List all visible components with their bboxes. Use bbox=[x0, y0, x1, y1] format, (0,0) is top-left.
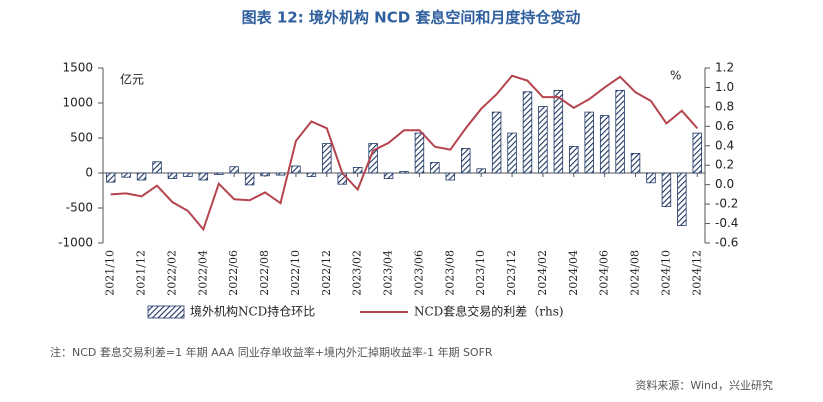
bar bbox=[214, 172, 224, 175]
legend-swatch bbox=[147, 305, 185, 319]
y2-tick-label: -0.2 bbox=[715, 197, 738, 211]
x-tick-label: 2022/10 bbox=[289, 250, 302, 296]
y-tick-label: 1500 bbox=[62, 61, 93, 75]
bar bbox=[584, 111, 594, 174]
bar bbox=[553, 90, 564, 174]
bar bbox=[430, 162, 440, 174]
bar bbox=[445, 172, 456, 181]
y2-tick-label: 0.0 bbox=[715, 177, 734, 191]
y-tick-label: -1000 bbox=[58, 236, 93, 250]
y2-axis-label: % bbox=[670, 69, 681, 83]
x-tick-label: 2024/06 bbox=[598, 250, 611, 296]
bar bbox=[646, 172, 656, 184]
y2-tick-label: 1.2 bbox=[715, 61, 734, 75]
bar bbox=[538, 106, 548, 174]
line bbox=[110, 74, 699, 232]
bar bbox=[414, 132, 425, 174]
bar bbox=[260, 172, 270, 177]
x-tick-label: 2022/08 bbox=[258, 250, 271, 296]
x-tick-label: 2021/12 bbox=[135, 250, 148, 296]
note: 注：NCD 套息交易利差=1 年期 AAA 同业存单收益率+境内外汇掉期收益率-… bbox=[50, 345, 493, 359]
y-tick-label: 1000 bbox=[62, 96, 93, 110]
bar bbox=[476, 168, 486, 174]
x-tick-label: 2022/04 bbox=[196, 250, 209, 296]
x-tick-label: 2023/08 bbox=[443, 250, 456, 296]
y2-tick-label: 0.8 bbox=[715, 99, 734, 113]
bar bbox=[677, 172, 687, 226]
y2-tick-label: 0.6 bbox=[715, 119, 734, 133]
bar bbox=[291, 165, 301, 174]
bar bbox=[507, 132, 517, 174]
x-tick-label: 2023/04 bbox=[382, 250, 395, 296]
x-tick-label: 2023/02 bbox=[351, 250, 364, 296]
x-tick-label: 2023/12 bbox=[505, 250, 518, 296]
y2-tick-label: -0.4 bbox=[715, 216, 738, 230]
x-tick-label: 2022/06 bbox=[227, 250, 240, 296]
bar bbox=[399, 171, 409, 174]
chart-title: 图表 12: 境外机构 NCD 套息空间和月度持仓变动 bbox=[242, 9, 581, 27]
legend-label: 境外机构NCD持仓环比 bbox=[190, 304, 315, 319]
bar bbox=[306, 172, 317, 177]
x-tick-label: 2024/04 bbox=[567, 250, 580, 296]
bar bbox=[136, 172, 147, 181]
bar bbox=[152, 161, 162, 174]
x-tick-label: 2023/10 bbox=[474, 250, 487, 296]
source: 资料来源：Wind，兴业研究 bbox=[635, 378, 773, 392]
bar bbox=[198, 172, 209, 181]
bar bbox=[383, 172, 394, 179]
bar bbox=[121, 172, 131, 178]
bar bbox=[522, 91, 533, 174]
bar bbox=[461, 148, 471, 174]
y-axis-label: 亿元 bbox=[120, 72, 144, 87]
bar bbox=[183, 172, 193, 177]
bar bbox=[322, 143, 332, 174]
bar bbox=[167, 172, 178, 179]
y2-tick-label: 1.0 bbox=[715, 80, 734, 94]
y-tick-label: 500 bbox=[70, 131, 93, 145]
bar bbox=[337, 172, 347, 185]
bar bbox=[599, 115, 610, 174]
legend-label: NCD套息交易的利差（rhs) bbox=[414, 304, 564, 319]
bar bbox=[368, 143, 378, 174]
bar bbox=[630, 152, 641, 174]
bar bbox=[615, 90, 625, 174]
x-tick-label: 2024/02 bbox=[536, 250, 549, 296]
bar bbox=[661, 172, 672, 207]
x-tick-label: 2024/08 bbox=[629, 250, 642, 296]
x-tick-label: 2024/10 bbox=[659, 250, 672, 296]
bar bbox=[569, 145, 579, 174]
bar bbox=[244, 172, 255, 186]
x-tick-label: 2024/12 bbox=[690, 250, 703, 296]
bar bbox=[352, 166, 363, 174]
bar bbox=[229, 166, 239, 174]
bar bbox=[491, 111, 502, 174]
x-tick-label: 2022/12 bbox=[320, 250, 333, 296]
bar bbox=[275, 172, 286, 176]
y2-tick-label: 0.2 bbox=[715, 158, 734, 172]
y-tick-label: 0 bbox=[85, 166, 93, 180]
bar bbox=[692, 132, 703, 174]
x-tick-label: 2023/06 bbox=[412, 250, 425, 296]
y2-tick-label: 0.4 bbox=[715, 138, 734, 152]
bar bbox=[105, 172, 116, 183]
y2-tick-label: -0.6 bbox=[715, 236, 738, 250]
x-tick-label: 2021/10 bbox=[104, 250, 117, 296]
x-tick-label: 2022/02 bbox=[165, 250, 178, 296]
y-tick-label: -500 bbox=[66, 201, 93, 215]
